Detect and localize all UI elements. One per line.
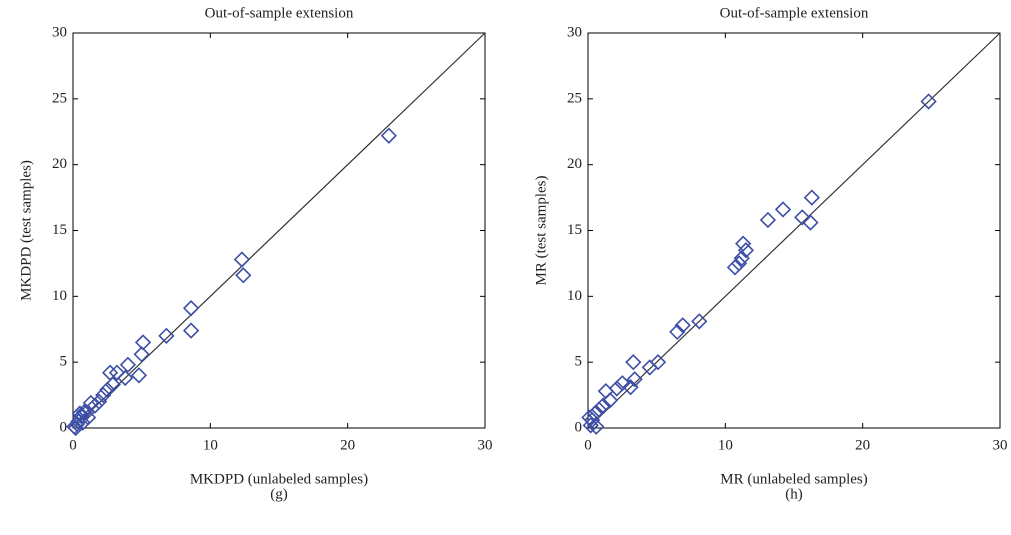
data-point bbox=[649, 354, 667, 371]
data-point bbox=[759, 211, 777, 229]
data-point bbox=[733, 250, 750, 267]
caption: (h) bbox=[785, 486, 803, 502]
x-tick-label: 20 bbox=[340, 437, 355, 453]
data-point bbox=[133, 346, 150, 363]
y-tick-label: 30 bbox=[52, 24, 67, 40]
y-tick-label: 10 bbox=[567, 288, 582, 304]
y-tick-label: 5 bbox=[575, 354, 583, 370]
y-tick-label: 15 bbox=[52, 222, 67, 238]
y-tick-label: 25 bbox=[52, 90, 67, 106]
data-point bbox=[691, 313, 708, 330]
y-tick-label: 10 bbox=[52, 288, 67, 304]
data-point bbox=[625, 354, 642, 371]
y-tick-label: 0 bbox=[575, 419, 583, 435]
data-point bbox=[158, 327, 175, 344]
data-point bbox=[86, 397, 104, 414]
x-tick-label: 0 bbox=[584, 437, 592, 453]
data-point bbox=[182, 300, 200, 317]
x-axis-label: MR (unlabeled samples) bbox=[720, 471, 867, 487]
y-tick-label: 5 bbox=[60, 354, 68, 370]
data-point bbox=[608, 380, 625, 397]
y-tick-label: 25 bbox=[567, 90, 582, 106]
x-tick-label: 10 bbox=[718, 437, 733, 453]
data-point bbox=[233, 251, 251, 268]
identity-line bbox=[72, 32, 486, 429]
data-point bbox=[626, 371, 643, 388]
data-point bbox=[735, 235, 752, 252]
caption: (g) bbox=[270, 486, 288, 502]
x-tick-label: 10 bbox=[203, 437, 218, 453]
data-point bbox=[134, 334, 152, 351]
chart-title: Out-of-sample extension bbox=[720, 5, 869, 21]
y-tick-label: 20 bbox=[52, 156, 67, 172]
data-point bbox=[79, 409, 97, 426]
data-point bbox=[380, 127, 397, 144]
identity-line bbox=[587, 32, 1001, 429]
data-point bbox=[737, 242, 755, 259]
y-tick-label: 30 bbox=[567, 24, 582, 40]
data-point bbox=[669, 323, 686, 341]
data-point bbox=[641, 359, 658, 376]
y-axis-label: MKDPD (test samples) bbox=[18, 160, 34, 301]
data-point bbox=[726, 259, 744, 276]
data-point bbox=[774, 201, 792, 218]
data-point bbox=[101, 364, 119, 381]
data-point bbox=[235, 267, 252, 284]
x-tick-label: 30 bbox=[993, 437, 1008, 453]
x-tick-label: 30 bbox=[478, 437, 493, 453]
data-point bbox=[803, 189, 820, 206]
data-point bbox=[67, 419, 84, 437]
data-point bbox=[99, 381, 116, 398]
data-point bbox=[182, 322, 200, 339]
data-point bbox=[108, 364, 126, 381]
x-axis-label: MKDPD (unlabeled samples) bbox=[190, 471, 368, 487]
data-point bbox=[597, 383, 614, 400]
y-tick-label: 15 bbox=[567, 222, 582, 238]
y-axis-label: MR (test samples) bbox=[533, 176, 549, 286]
data-point bbox=[920, 93, 937, 110]
data-point bbox=[794, 209, 811, 226]
data-point bbox=[622, 379, 639, 396]
x-tick-label: 0 bbox=[69, 437, 77, 453]
x-tick-label: 20 bbox=[855, 437, 870, 453]
data-point bbox=[588, 418, 605, 435]
y-tick-label: 20 bbox=[567, 156, 582, 172]
y-tick-label: 0 bbox=[60, 419, 68, 435]
data-point bbox=[119, 356, 137, 373]
data-point bbox=[74, 414, 91, 431]
data-point bbox=[581, 409, 598, 426]
data-point bbox=[802, 214, 819, 231]
data-point bbox=[582, 417, 599, 434]
chart-title: Out-of-sample extension bbox=[205, 5, 354, 21]
data-point bbox=[130, 367, 148, 384]
data-point bbox=[71, 405, 88, 422]
data-point bbox=[95, 386, 112, 404]
